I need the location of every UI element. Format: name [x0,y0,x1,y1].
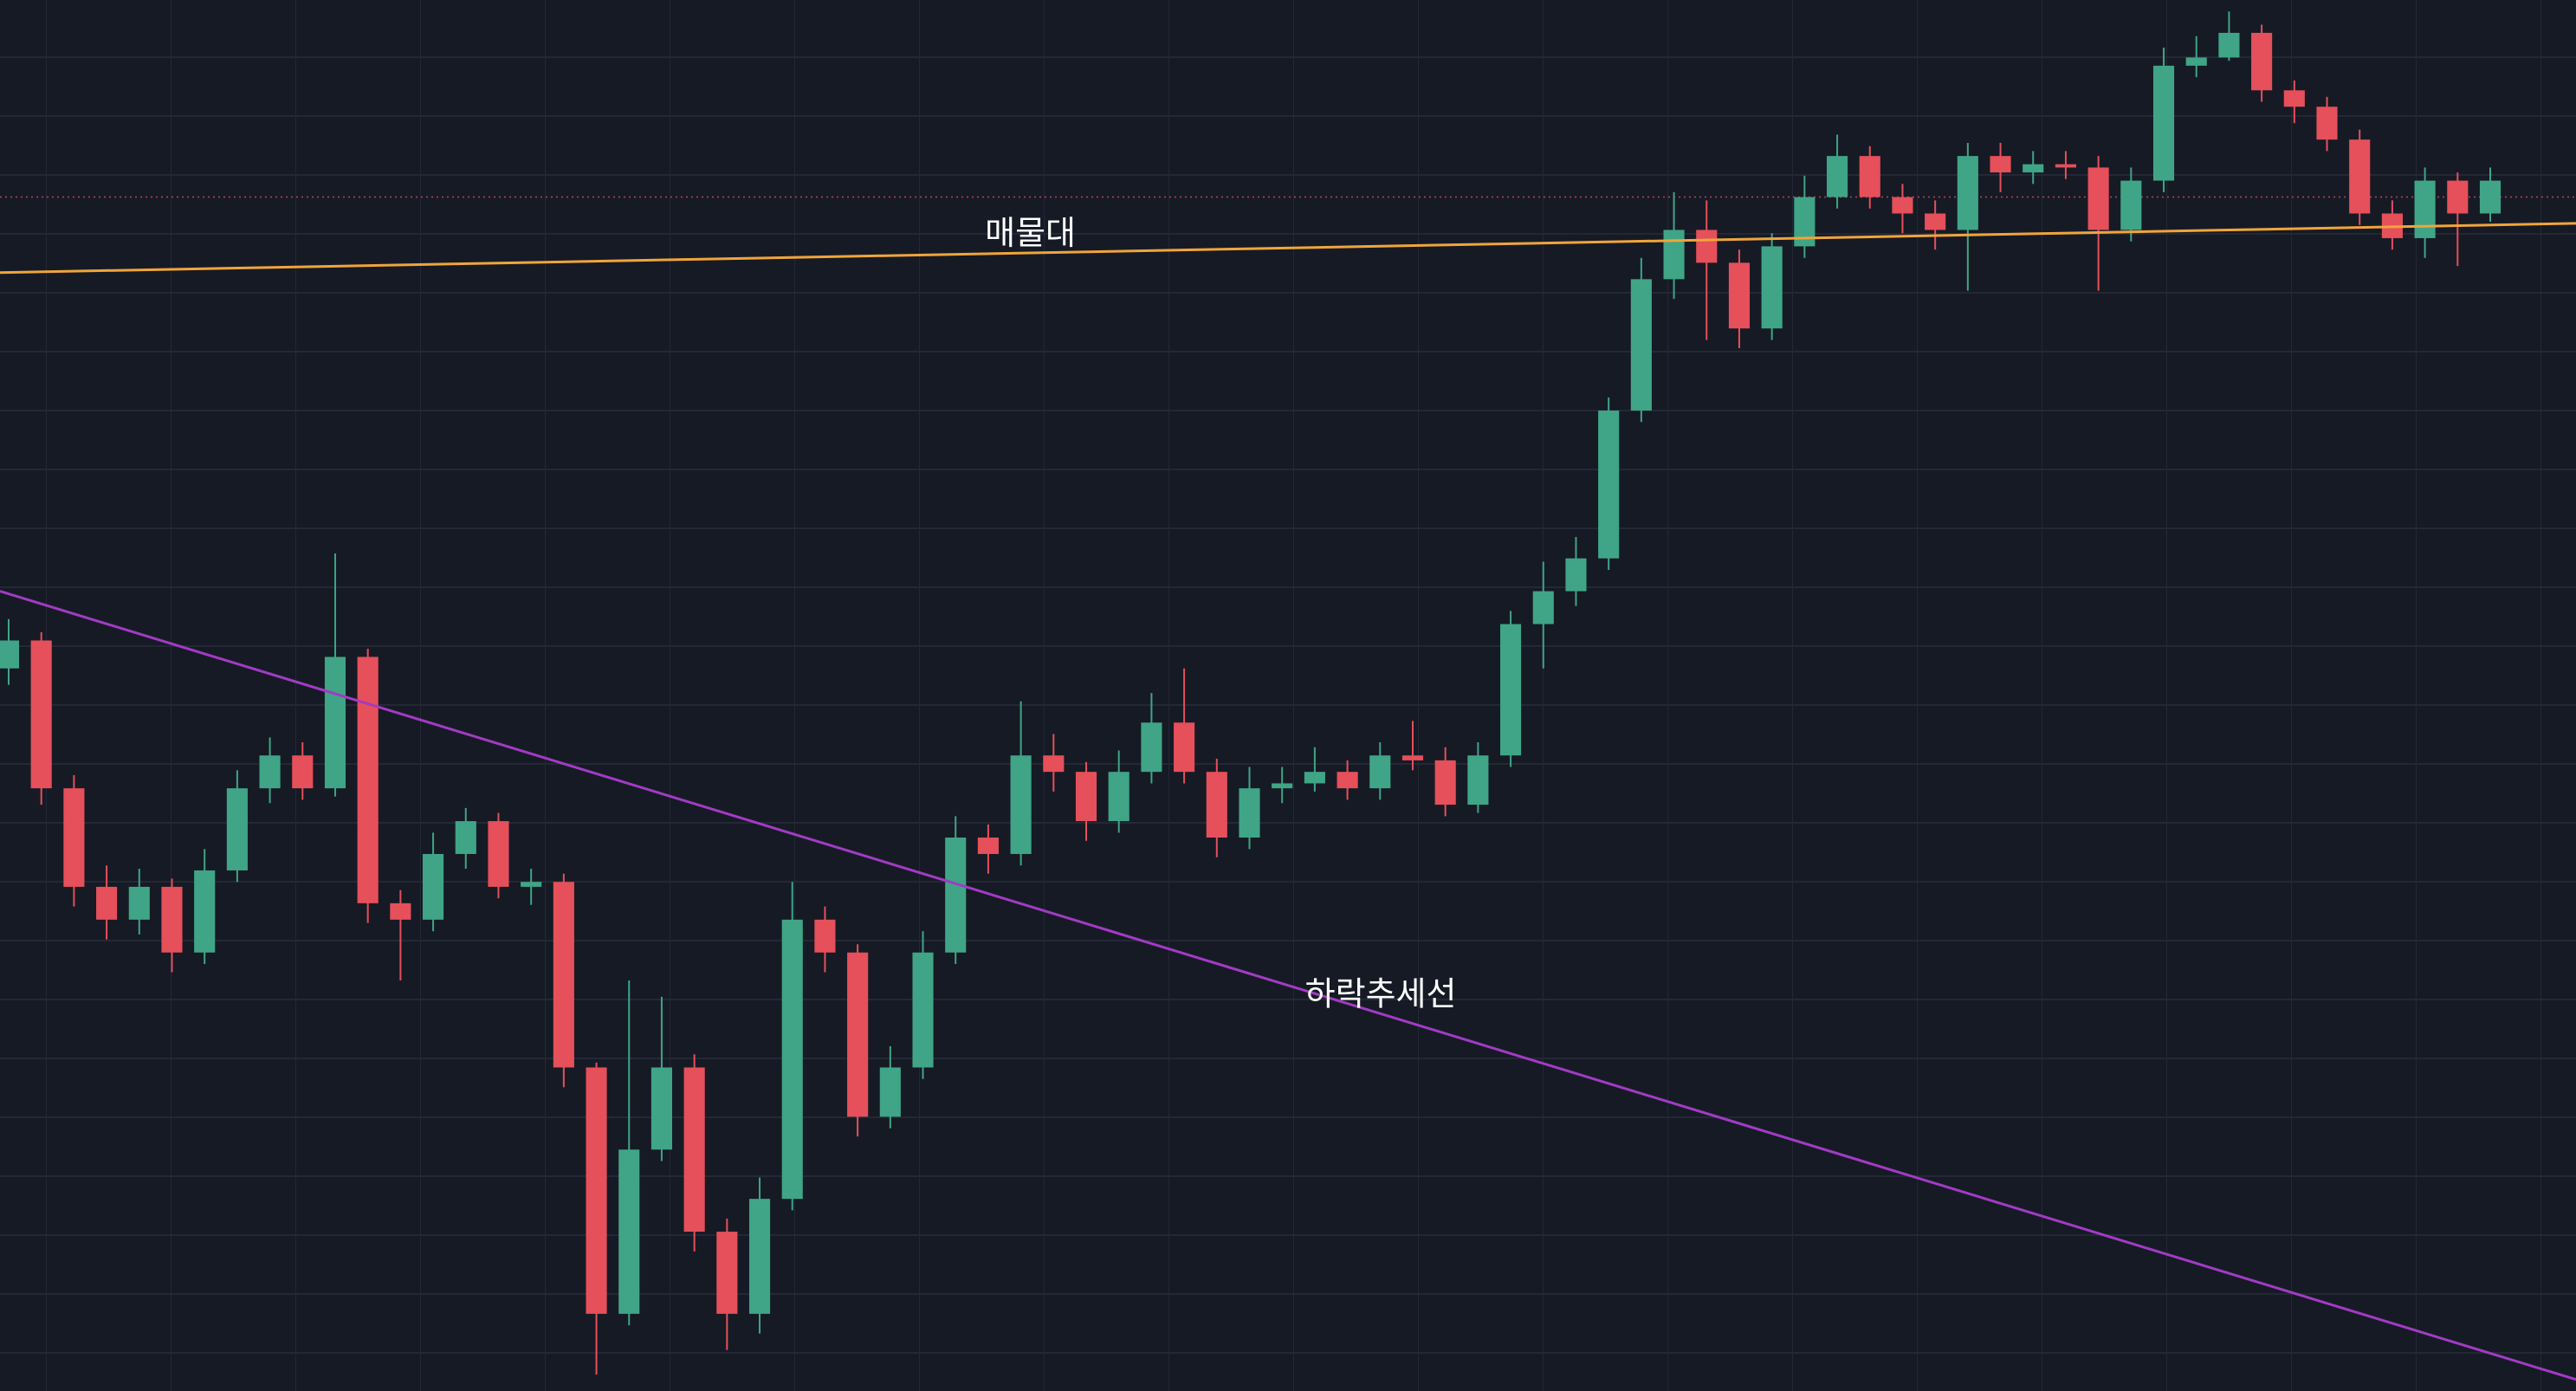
candle-body [2447,180,2469,214]
candle-body [1826,156,1848,197]
candle-body [2120,180,2142,230]
trend-line [0,222,2576,275]
candle-body [1141,722,1162,773]
candle-body [847,952,869,1117]
candle-body [748,1199,771,1314]
candle-body [618,1149,640,1314]
candle-body [977,838,999,854]
candle-body [194,870,216,953]
candle-body [1728,262,1751,329]
candle-body [2185,57,2207,66]
candle-body [1892,197,1913,214]
candle-body [292,755,314,789]
candle-body [1630,279,1652,411]
candle-body [945,838,967,953]
candle-body [1565,558,1587,592]
trend-line [0,590,2576,1381]
candle-body [2251,32,2273,91]
candle-body [63,788,85,887]
candle-body [1272,783,1293,789]
candle-body [650,1067,673,1150]
candle-body [1043,755,1065,773]
candle-body [1761,246,1783,329]
candle-body [455,821,476,854]
candle-body [553,882,574,1068]
candle-body [1206,772,1227,838]
candle-body [423,853,444,920]
candle-body [781,919,803,1200]
candle-body [1696,230,1718,263]
candle-body [912,952,934,1068]
candle-body [1239,788,1260,838]
candle-body [1075,772,1097,822]
candle-body [2023,164,2044,173]
candle-body [259,755,281,789]
candle-body [2055,164,2076,168]
candle-body [586,1067,607,1314]
candle-body [161,886,183,953]
line-label: 매물대 [985,214,1076,252]
candle-body [2414,180,2436,238]
candle-body [2152,65,2175,181]
candle-body [357,657,379,903]
candle-body [1010,755,1032,854]
candle-body [1467,755,1489,805]
candle-body [1663,230,1685,280]
candle-body [1434,760,1456,805]
candle-body [716,1232,738,1314]
candle-body [1369,755,1391,789]
candle-body [1859,156,1880,197]
candle-body [1957,156,1978,230]
candle-body [1925,213,1946,230]
candle-body [324,657,346,789]
line-label: 하락추세선 [1305,974,1457,1013]
candle-body [2087,167,2109,230]
candle-body [30,640,52,789]
candle-body [1304,772,1325,784]
candle-body [1532,591,1554,624]
candle-body [1990,156,2011,173]
candle-body [128,886,150,920]
candle-body [1108,772,1129,822]
candle-body [2349,139,2371,214]
candle-body [521,882,542,887]
candle-body [226,788,248,870]
candle-body [2218,32,2240,58]
candle-body [2316,107,2338,140]
candle-body [390,903,411,920]
candle-body [1401,755,1424,760]
candle-body [814,919,836,953]
candle-body [96,886,118,920]
candle-body [1500,624,1522,756]
candle-body [1337,772,1358,789]
candle-body [1174,722,1195,773]
candle-body [0,640,20,669]
candle-body [879,1067,901,1117]
candle-body [683,1067,705,1232]
candle-body [1598,411,1620,559]
candle-body [2479,180,2502,214]
candle-body [2283,90,2305,107]
candle-body [488,821,509,887]
